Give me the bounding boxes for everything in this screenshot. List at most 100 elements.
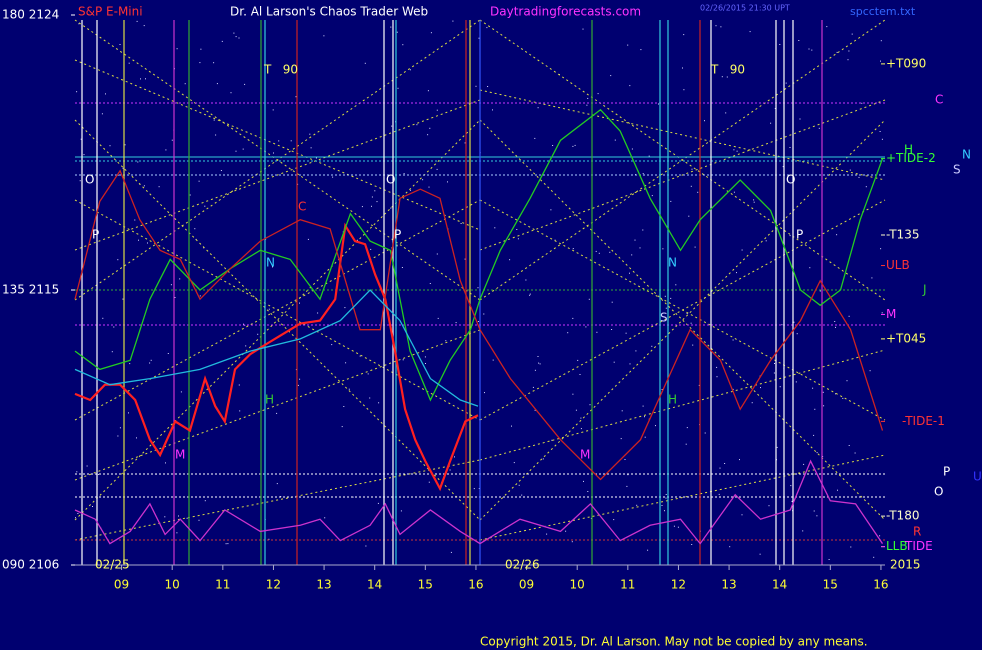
level-label: -T135 [886,228,919,242]
star [651,195,653,197]
gann-line [74,459,481,541]
star [137,161,139,163]
star [835,326,836,328]
star [245,345,247,347]
star [626,485,628,487]
star [402,44,404,46]
x-tick-label: 11 [215,578,230,592]
star [575,409,577,411]
star [429,127,431,129]
star [837,489,838,491]
star [492,359,494,361]
star [200,48,202,50]
star [425,363,426,364]
level-label: -T180 [886,509,919,523]
star [686,427,688,429]
star [846,380,848,382]
star [101,113,103,115]
star [704,432,706,434]
star [673,525,675,527]
star [134,219,136,221]
plot: 180 2124 135 2115 090 2106 09 10 11 12 13 14 15 16… [2,8,982,592]
star [683,89,685,91]
marker-label: P [796,228,803,242]
star [221,40,223,42]
star [798,40,800,41]
y-tick-label: 180 2124 [2,8,59,22]
star [796,333,798,335]
x-tick-label: 15 [418,578,433,592]
star [268,308,270,310]
star [694,246,696,248]
star [629,363,631,365]
marker-label: N [266,256,275,270]
star [572,248,574,250]
star [753,199,755,201]
star [422,179,424,181]
marker-label: R [913,525,921,539]
star [341,426,343,428]
star [665,497,667,499]
chart-title: Dr. Al Larson's Chaos Trader Web [230,5,428,19]
star [644,416,645,418]
star [587,491,589,492]
star [808,48,810,50]
marker-label: O [934,485,943,499]
star [736,150,738,152]
star [610,75,612,77]
star [692,344,694,346]
star [718,493,720,495]
star [478,488,480,489]
star [427,134,429,136]
star [194,228,196,230]
star [129,363,131,365]
star [233,32,235,34]
star [79,180,81,182]
star [119,44,121,45]
star [879,535,881,537]
marker-label: P [394,228,401,242]
star [720,26,722,28]
star [583,480,584,482]
star [516,229,518,230]
star [198,519,200,521]
star [111,351,113,353]
marker-label: 02/25 [95,558,130,572]
star [539,363,541,365]
star [582,28,584,30]
marker-label: H [904,143,913,157]
star [449,469,451,471]
star [416,124,418,126]
marker-label: S [953,163,961,177]
x-tick-label: 14 [367,578,382,592]
star [143,185,145,187]
star [642,173,644,175]
star [881,312,883,314]
gann-line [479,454,886,541]
marker-label: O [786,173,795,187]
star [176,48,178,50]
star [117,435,119,437]
star [143,25,145,27]
star [732,339,734,341]
star [587,97,589,99]
star [662,248,664,250]
star [691,544,693,545]
star [178,515,179,517]
star [109,145,111,147]
star [477,287,479,289]
star [724,463,726,464]
star [225,543,227,545]
star [613,361,615,363]
star [513,462,515,464]
star [716,366,718,368]
star [690,185,692,187]
star [343,406,345,407]
marker-label: S [660,311,668,325]
star [719,467,721,469]
star [227,543,229,545]
star [636,504,638,506]
star [595,250,597,252]
star [795,381,797,383]
marker-label: J [922,283,927,297]
